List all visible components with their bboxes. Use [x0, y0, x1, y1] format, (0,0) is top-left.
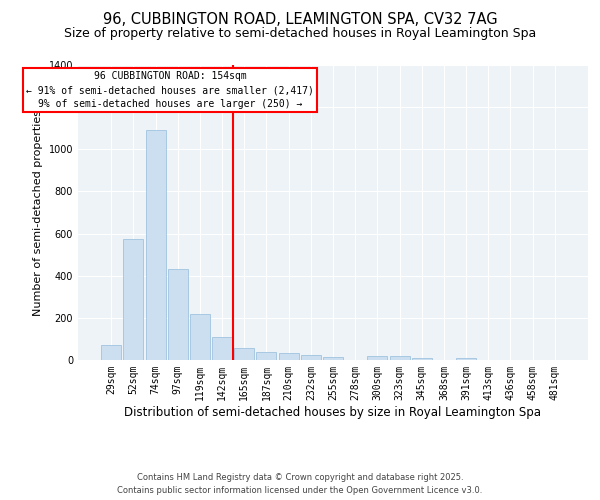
Bar	[412, 358, 432, 360]
Text: Size of property relative to semi-detached houses in Royal Leamington Spa: Size of property relative to semi-detach…	[64, 28, 536, 40]
Bar	[323, 357, 343, 360]
Bar	[278, 352, 299, 360]
Text: 96, CUBBINGTON ROAD, LEAMINGTON SPA, CV32 7AG: 96, CUBBINGTON ROAD, LEAMINGTON SPA, CV3…	[103, 12, 497, 28]
Text: Contains HM Land Registry data © Crown copyright and database right 2025.
Contai: Contains HM Land Registry data © Crown c…	[118, 474, 482, 495]
Bar	[168, 270, 188, 360]
Bar	[190, 314, 210, 360]
Bar	[389, 356, 410, 360]
Bar	[301, 354, 321, 360]
Bar	[256, 352, 277, 360]
Bar	[367, 356, 388, 360]
Bar	[212, 337, 232, 360]
Y-axis label: Number of semi-detached properties: Number of semi-detached properties	[33, 110, 43, 316]
Bar	[234, 348, 254, 360]
Bar	[146, 130, 166, 360]
X-axis label: Distribution of semi-detached houses by size in Royal Leamington Spa: Distribution of semi-detached houses by …	[125, 406, 542, 418]
Text: 96 CUBBINGTON ROAD: 154sqm
← 91% of semi-detached houses are smaller (2,417)
9% : 96 CUBBINGTON ROAD: 154sqm ← 91% of semi…	[26, 72, 314, 110]
Bar	[456, 358, 476, 360]
Bar	[101, 345, 121, 360]
Bar	[124, 239, 143, 360]
